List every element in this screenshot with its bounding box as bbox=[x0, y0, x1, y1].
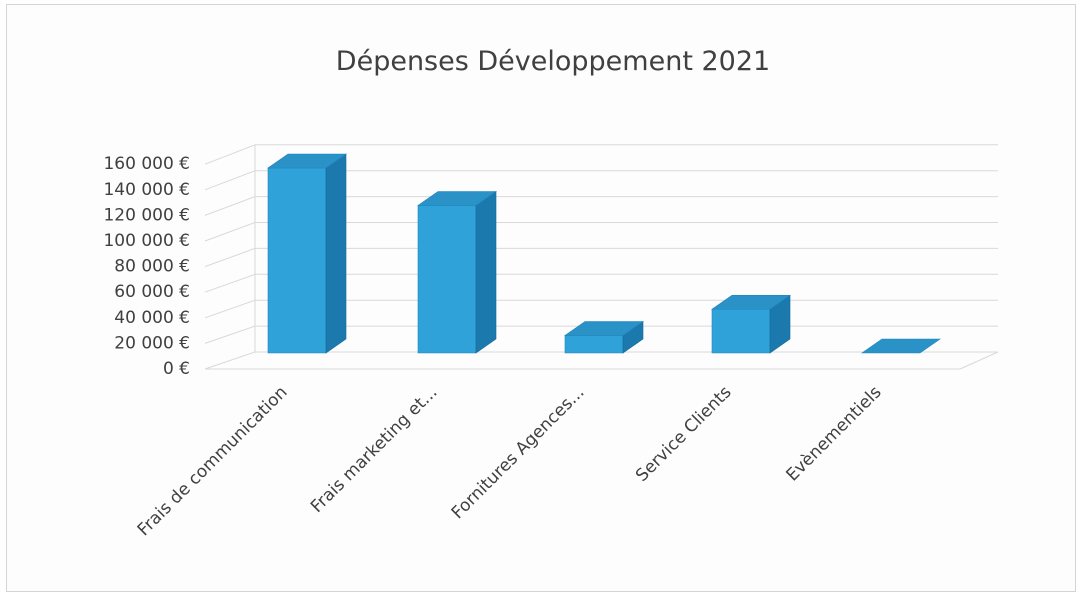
bar bbox=[417, 190, 497, 354]
x-category-label: Evènementiels bbox=[782, 382, 885, 485]
y-tick-label: 20 000 € bbox=[114, 333, 190, 353]
floor-side-edge bbox=[959, 351, 999, 370]
y-tick-label: 40 000 € bbox=[114, 308, 190, 328]
bar bbox=[564, 320, 644, 354]
gridline-side bbox=[204, 144, 256, 165]
bar bbox=[711, 294, 791, 354]
bar-top bbox=[564, 321, 644, 336]
y-tick-label: 80 000 € bbox=[114, 257, 190, 277]
gridline-side bbox=[204, 325, 256, 344]
gridline-side bbox=[204, 299, 256, 319]
x-category-label: Frais marketing et... bbox=[307, 382, 442, 517]
bar-front bbox=[267, 167, 327, 354]
gridline-side bbox=[204, 273, 256, 293]
gridline-side bbox=[204, 196, 256, 216]
y-tick-label: 100 000 € bbox=[103, 231, 190, 251]
chart-frame bbox=[6, 4, 1076, 592]
bar-side bbox=[325, 153, 347, 354]
x-axis-labels: Frais de communication Frais marketing et… bbox=[134, 382, 886, 540]
bar-top bbox=[861, 338, 941, 354]
bar-front bbox=[564, 335, 624, 354]
bar-top bbox=[267, 153, 347, 169]
y-tick-label: 120 000 € bbox=[103, 205, 190, 225]
bar bbox=[861, 338, 941, 354]
gridline-side bbox=[204, 247, 256, 268]
y-tick-label: 140 000 € bbox=[103, 180, 190, 200]
bars bbox=[267, 153, 941, 354]
bar-front bbox=[417, 205, 477, 354]
gridline-side bbox=[204, 351, 256, 370]
y-axis-ticks: 0 € 20 000 € 40 000 € 60 000 € 80 000 € 100 0… bbox=[103, 154, 190, 379]
bar-front bbox=[711, 308, 771, 354]
bar-top bbox=[417, 191, 497, 206]
gridline-side bbox=[204, 170, 256, 191]
y-tick-label: 160 000 € bbox=[103, 154, 190, 174]
bar bbox=[267, 153, 347, 354]
bar-side bbox=[475, 190, 497, 354]
gridline-side bbox=[204, 222, 256, 242]
chart-title: Dépenses Développement 2021 bbox=[336, 46, 770, 77]
x-category-label: Fornitures Agences... bbox=[448, 382, 589, 523]
y-tick-label: 60 000 € bbox=[114, 282, 190, 302]
x-category-label: Service Clients bbox=[632, 382, 736, 486]
y-tick-label: 0 € bbox=[163, 359, 190, 379]
x-category-label: Frais de communication bbox=[134, 382, 292, 540]
bar-top bbox=[711, 294, 791, 310]
